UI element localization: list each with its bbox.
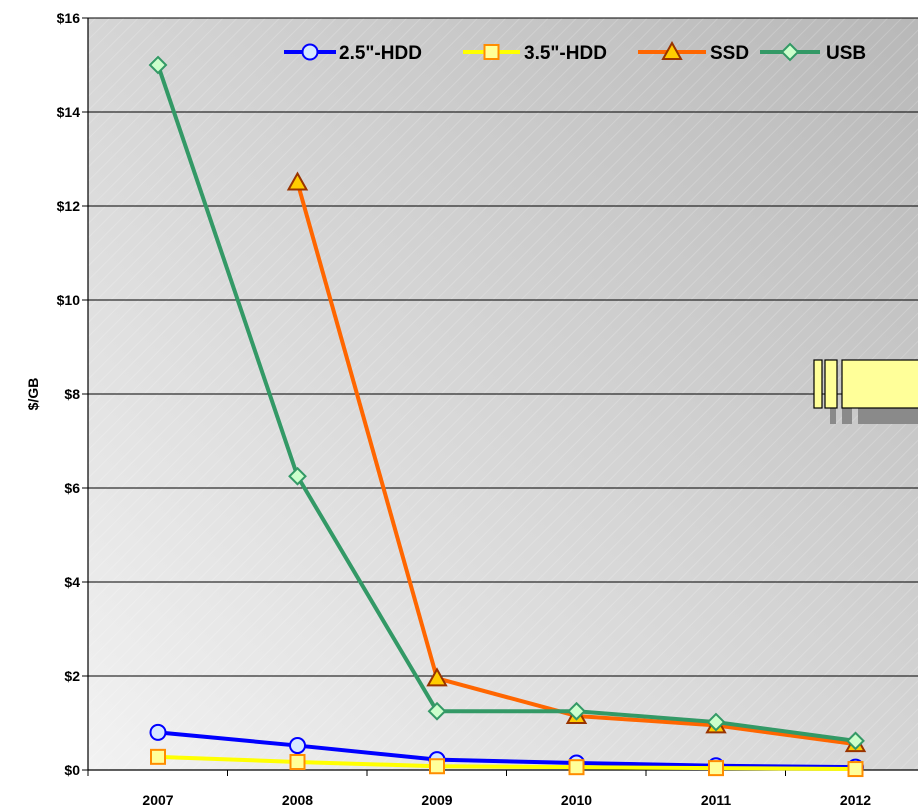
series-line-usb (156, 64, 856, 743)
series-line-3-5-hdd (157, 754, 856, 772)
y-tick-label: $8 (64, 386, 80, 402)
y-tick-label: $0 (64, 762, 80, 778)
data-point-usb (567, 701, 586, 721)
usb-drive-icon (813, 359, 918, 424)
legend-label: 3.5"-HDD (524, 43, 607, 64)
legend-label: USB (826, 43, 866, 64)
series-line-2-5-hdd (157, 730, 856, 770)
data-point-usb (288, 466, 307, 486)
data-point-3-5-hdd (708, 760, 724, 777)
x-tick-label: 2008 (282, 792, 313, 808)
legend-item-ssd: SSD (638, 40, 749, 64)
data-point-usb (148, 55, 168, 75)
y-axis-title: $/GB (25, 378, 41, 411)
y-tick-label: $14 (57, 104, 81, 120)
data-point-ssd (426, 667, 448, 687)
y-tick-label: $6 (64, 480, 80, 496)
data-point-2-5-hdd (149, 723, 167, 741)
y-tick-label: $2 (64, 668, 80, 684)
legend-item-2-5-hdd: 2.5"-HDD (284, 43, 422, 64)
y-tick-label: $12 (57, 198, 81, 214)
x-tick-label: 2012 (840, 792, 871, 808)
series-layer (148, 55, 867, 778)
data-point-usb (427, 701, 447, 721)
data-point-3-5-hdd (568, 759, 585, 776)
series-3-5-hdd (150, 748, 864, 778)
series-usb (148, 55, 865, 751)
legend-item-usb: USB (760, 42, 866, 64)
data-point-3-5-hdd (150, 748, 166, 765)
legend-marker (301, 43, 319, 61)
legend: 2.5"-HDD 3.5"-HDD SSD USB (284, 40, 866, 64)
data-point-usb (846, 731, 865, 751)
legend-marker (780, 42, 800, 62)
data-point-3-5-hdd (429, 758, 445, 775)
x-tick-label: 2010 (561, 792, 592, 808)
y-tick-label: $10 (57, 292, 81, 308)
y-tick-label: $16 (57, 10, 81, 26)
x-tick-label: 2007 (142, 792, 173, 808)
data-point-2-5-hdd (289, 737, 306, 755)
y-tick-labels: $0 $2 $4 $6 $8 $10 $12 $14 $16 (57, 10, 81, 778)
legend-label: 2.5"-HDD (339, 43, 422, 64)
data-point-ssd (286, 171, 309, 191)
legend-label: SSD (710, 43, 749, 64)
legend-marker (483, 44, 500, 60)
x-tick-label: 2011 (701, 792, 732, 808)
data-point-3-5-hdd (289, 754, 306, 771)
legend-item-3-5-hdd: 3.5"-HDD (463, 43, 607, 64)
y-tick-label: $4 (64, 574, 80, 590)
x-tick-labels: 2007 2008 2009 2010 2011 2012 (87, 770, 871, 808)
gridlines (82, 17, 918, 771)
data-point-3-5-hdd (847, 761, 864, 778)
x-tick-label: 2009 (421, 792, 452, 808)
legend-marker (661, 40, 683, 60)
data-point-usb (706, 712, 726, 732)
